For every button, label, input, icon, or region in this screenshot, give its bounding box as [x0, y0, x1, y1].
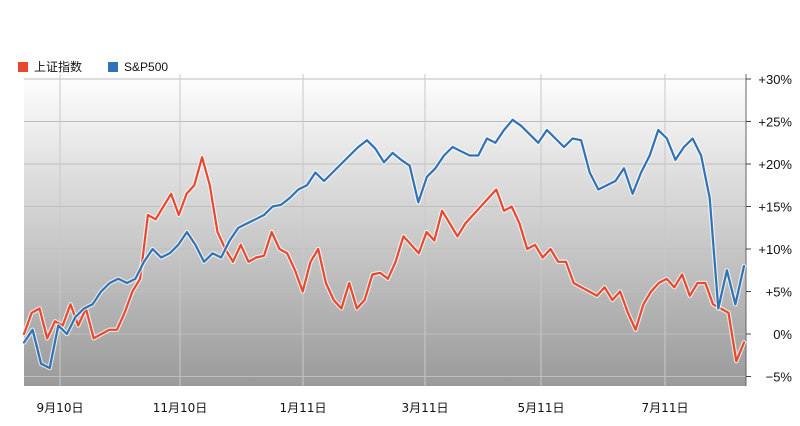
- legend-item-sp500: S&P500: [108, 60, 168, 74]
- x-tick-label: 9月10日: [37, 401, 84, 415]
- x-tick-label: 7月11日: [642, 401, 689, 415]
- x-tick-label: 3月11日: [402, 401, 449, 415]
- series-line-shanghai: [22, 156, 746, 363]
- y-tick-label: +20%: [758, 157, 792, 172]
- x-tick-label: 5月11日: [518, 401, 565, 415]
- x-tick-label: 11月10日: [153, 401, 208, 415]
- y-tick-label: 0%: [773, 327, 792, 342]
- legend-label-shanghai: 上证指数: [34, 60, 83, 74]
- y-tick-label: +30%: [758, 72, 792, 87]
- x-tick-label: 1月11日: [280, 401, 327, 415]
- legend-label-sp500: S&P500: [124, 59, 169, 74]
- legend: 上证指数 S&P500: [18, 58, 168, 75]
- legend-item-shanghai: 上证指数: [18, 58, 82, 75]
- series-line-sp500: [22, 118, 746, 370]
- y-tick-label: +5%: [766, 285, 793, 300]
- plot-background: [24, 74, 746, 386]
- y-tick-label: +25%: [758, 115, 792, 130]
- legend-swatch-sp500: [108, 61, 119, 72]
- y-tick-label: +15%: [758, 200, 792, 215]
- y-tick-label: +10%: [758, 242, 792, 257]
- legend-swatch-shanghai: [18, 61, 28, 72]
- y-tick-label: −5%: [766, 370, 793, 385]
